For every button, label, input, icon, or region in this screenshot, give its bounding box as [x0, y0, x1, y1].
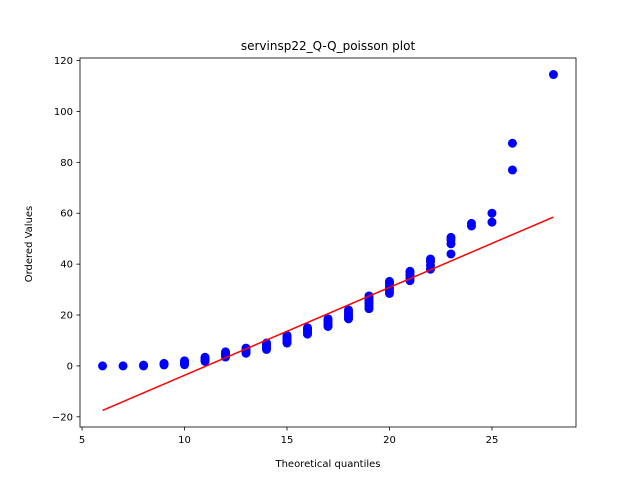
data-point-88	[548, 70, 558, 80]
data-point-19	[221, 347, 231, 357]
axes-frame	[79, 57, 577, 428]
y-tick-label: −20	[52, 412, 73, 423]
x-tick-label: 5	[79, 435, 85, 446]
y-tick-label: 20	[60, 311, 73, 322]
y-tick-label: 100	[54, 107, 73, 118]
data-point-87	[507, 138, 517, 148]
x-tick-label: 10	[178, 435, 191, 446]
y-tick-label: 80	[60, 158, 73, 169]
y-axis-label: Ordered Values	[24, 206, 35, 283]
data-point-50	[323, 314, 333, 324]
x-axis-label: Theoretical quantiles	[274, 459, 380, 470]
y-tick-label: 60	[60, 209, 73, 220]
data-point-43	[303, 323, 313, 333]
data-point-37	[282, 330, 292, 340]
data-point-85	[487, 208, 497, 218]
x-tick-label: 15	[281, 435, 294, 446]
data-point-86	[507, 165, 517, 175]
data-point-78	[446, 249, 456, 259]
reference-line	[102, 216, 554, 412]
data-point-56	[343, 305, 353, 315]
y-tick-label: 0	[67, 361, 73, 372]
data-marks	[98, 70, 558, 412]
x-tick-label: 20	[383, 435, 396, 446]
axes: 5 10 15 20 25 −20 0 20 40 60 80 100 120	[52, 56, 577, 446]
data-point-14	[200, 352, 210, 362]
data-point-0	[98, 361, 108, 371]
data-point-77	[425, 254, 435, 264]
data-point-84	[487, 217, 497, 227]
x-tick-label: 25	[486, 435, 499, 446]
y-tick-label: 40	[60, 260, 73, 271]
data-point-83	[466, 218, 476, 228]
data-point-3	[139, 360, 149, 370]
y-tick-label: 120	[54, 56, 73, 67]
data-point-1	[118, 361, 128, 371]
data-point-68	[384, 276, 394, 286]
chart-title: servinsp22_Q-Q_poisson plot	[241, 39, 416, 53]
data-point-10	[180, 356, 190, 366]
data-point-6	[159, 358, 169, 368]
data-point-81	[446, 232, 456, 242]
data-point-73	[405, 266, 415, 276]
